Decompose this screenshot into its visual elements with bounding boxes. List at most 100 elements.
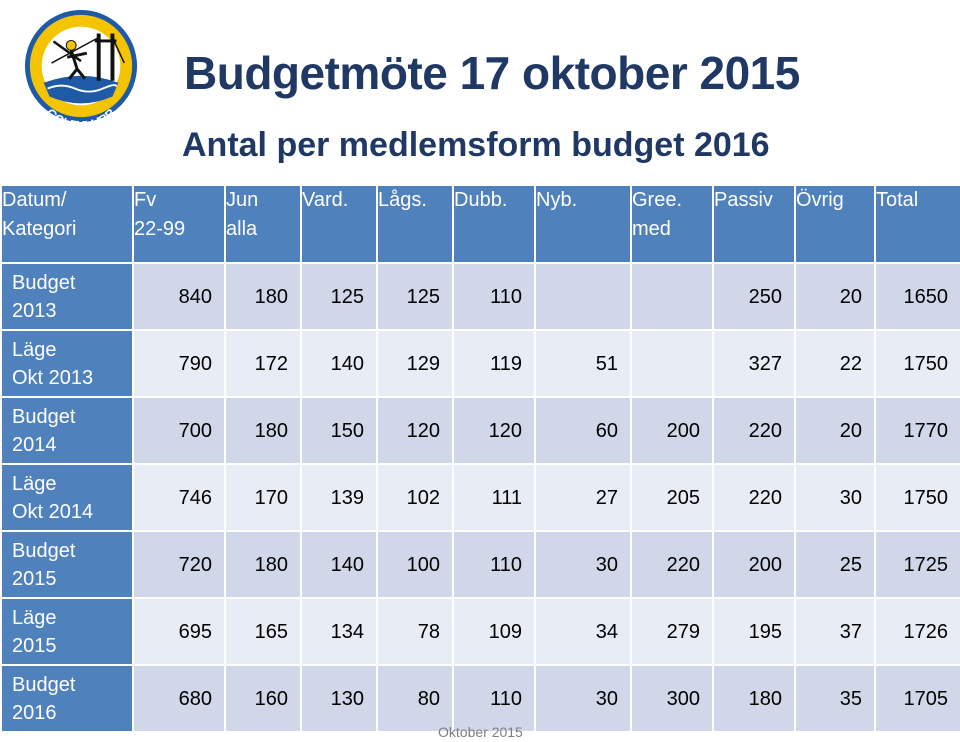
table-cell: 34 — [534, 597, 632, 666]
table-cell: 125 — [300, 262, 378, 331]
table-cell: 20 — [794, 262, 876, 331]
table-row: Budget 2016 680 160 130 80 110 30 300 180… — [0, 664, 960, 733]
table-cell: 790 — [132, 329, 226, 398]
table-cell: 25 — [794, 530, 876, 599]
table-cell: 180 — [224, 396, 302, 465]
table-cell: 746 — [132, 463, 226, 532]
table-cell: 80 — [376, 664, 454, 733]
table-cell: 1726 — [874, 597, 960, 666]
table-cell: 220 — [630, 530, 714, 599]
page-subtitle: Antal per medlemsform budget 2016 — [182, 126, 770, 164]
table-cell: 1750 — [874, 463, 960, 532]
table-cell: 200 — [712, 530, 796, 599]
page-title: Budgetmöte 17 oktober 2015 — [184, 47, 800, 99]
table-cell: 111 — [452, 463, 536, 532]
table-cell: 695 — [132, 597, 226, 666]
header-cell: Total — [874, 184, 960, 264]
table-cell: 1725 — [874, 530, 960, 599]
table-cell: 110 — [452, 530, 536, 599]
table-cell: 1770 — [874, 396, 960, 465]
table-cell: 150 — [300, 396, 378, 465]
table-cell: 140 — [300, 530, 378, 599]
table-cell — [630, 329, 714, 398]
table-cell: 120 — [452, 396, 536, 465]
table-cell: 139 — [300, 463, 378, 532]
budget-table: Datum/Kategori Fv 22-99 Jun alla Vard. Låg… — [0, 184, 960, 733]
table-cell: 1705 — [874, 664, 960, 733]
table-cell: 200 — [630, 396, 714, 465]
table-cell: 20 — [794, 396, 876, 465]
table-row: Läge 2015 695 165 134 78 109 34 279 195 3… — [0, 597, 960, 666]
table-cell: 27 — [534, 463, 632, 532]
row-label: Budget 2016 — [0, 664, 134, 733]
table-cell: 1650 — [874, 262, 960, 331]
table-cell: 129 — [376, 329, 454, 398]
footer-date: Oktober 2015 — [438, 724, 523, 740]
table-cell: 30 — [534, 664, 632, 733]
table-cell: 700 — [132, 396, 226, 465]
table-cell: 220 — [712, 463, 796, 532]
club-logo: TJÖRNS GOLFKLUBB — [24, 4, 138, 128]
table-cell: 30 — [794, 463, 876, 532]
table-row: Läge Okt 2014 746 170 139 102 111 27 205 … — [0, 463, 960, 532]
header-cell: Gree. med — [630, 184, 714, 264]
table-row: Budget 2014 700 180 150 120 120 60 200 22… — [0, 396, 960, 465]
row-label: Läge Okt 2013 — [0, 329, 134, 398]
row-label: Budget 2015 — [0, 530, 134, 599]
table-row: Läge Okt 2013 790 172 140 129 119 51 327 … — [0, 329, 960, 398]
table-cell: 180 — [712, 664, 796, 733]
table-cell: 300 — [630, 664, 714, 733]
table-cell: 327 — [712, 329, 796, 398]
table-cell: 720 — [132, 530, 226, 599]
row-label: Budget 2013 — [0, 262, 134, 331]
header-cell: Lågs. — [376, 184, 454, 264]
table-cell: 60 — [534, 396, 632, 465]
table-cell — [630, 262, 714, 331]
table-cell: 35 — [794, 664, 876, 733]
table-cell: 160 — [224, 664, 302, 733]
table-cell: 110 — [452, 664, 536, 733]
table-cell: 165 — [224, 597, 302, 666]
table-cell: 109 — [452, 597, 536, 666]
table-row: Budget 2013 840 180 125 125 110 250 20 16… — [0, 262, 960, 331]
table-cell: 119 — [452, 329, 536, 398]
table-cell: 110 — [452, 262, 536, 331]
table-cell: 840 — [132, 262, 226, 331]
table-cell: 22 — [794, 329, 876, 398]
table-cell: 170 — [224, 463, 302, 532]
table-cell — [534, 262, 632, 331]
table-cell: 220 — [712, 396, 796, 465]
table-cell: 102 — [376, 463, 454, 532]
table-cell: 195 — [712, 597, 796, 666]
header-cell: Passiv — [712, 184, 796, 264]
table-cell: 125 — [376, 262, 454, 331]
table-cell: 180 — [224, 530, 302, 599]
table-cell: 250 — [712, 262, 796, 331]
header-row: Datum/Kategori Fv 22-99 Jun alla Vard. Låg… — [0, 184, 960, 264]
header-cell: Jun alla — [224, 184, 302, 264]
row-label: Budget 2014 — [0, 396, 134, 465]
row-label: Läge 2015 — [0, 597, 134, 666]
table-cell: 30 — [534, 530, 632, 599]
header-cell: Datum/Kategori — [0, 184, 134, 264]
table-cell: 120 — [376, 396, 454, 465]
table-cell: 180 — [224, 262, 302, 331]
table-cell: 680 — [132, 664, 226, 733]
table-cell: 279 — [630, 597, 714, 666]
table-cell: 51 — [534, 329, 632, 398]
row-label: Läge Okt 2014 — [0, 463, 134, 532]
table-cell: 140 — [300, 329, 378, 398]
table-cell: 37 — [794, 597, 876, 666]
table-cell: 134 — [300, 597, 378, 666]
header-cell: Fv 22-99 — [132, 184, 226, 264]
table-cell: 78 — [376, 597, 454, 666]
header-cell: Dubb. — [452, 184, 536, 264]
header-cell: Nyb. — [534, 184, 632, 264]
table-cell: 172 — [224, 329, 302, 398]
header-cell: Övrig — [794, 184, 876, 264]
table-cell: 205 — [630, 463, 714, 532]
table-cell: 130 — [300, 664, 378, 733]
header-cell: Vard. — [300, 184, 378, 264]
table-cell: 1750 — [874, 329, 960, 398]
table-row: Budget 2015 720 180 140 100 110 30 220 20… — [0, 530, 960, 599]
